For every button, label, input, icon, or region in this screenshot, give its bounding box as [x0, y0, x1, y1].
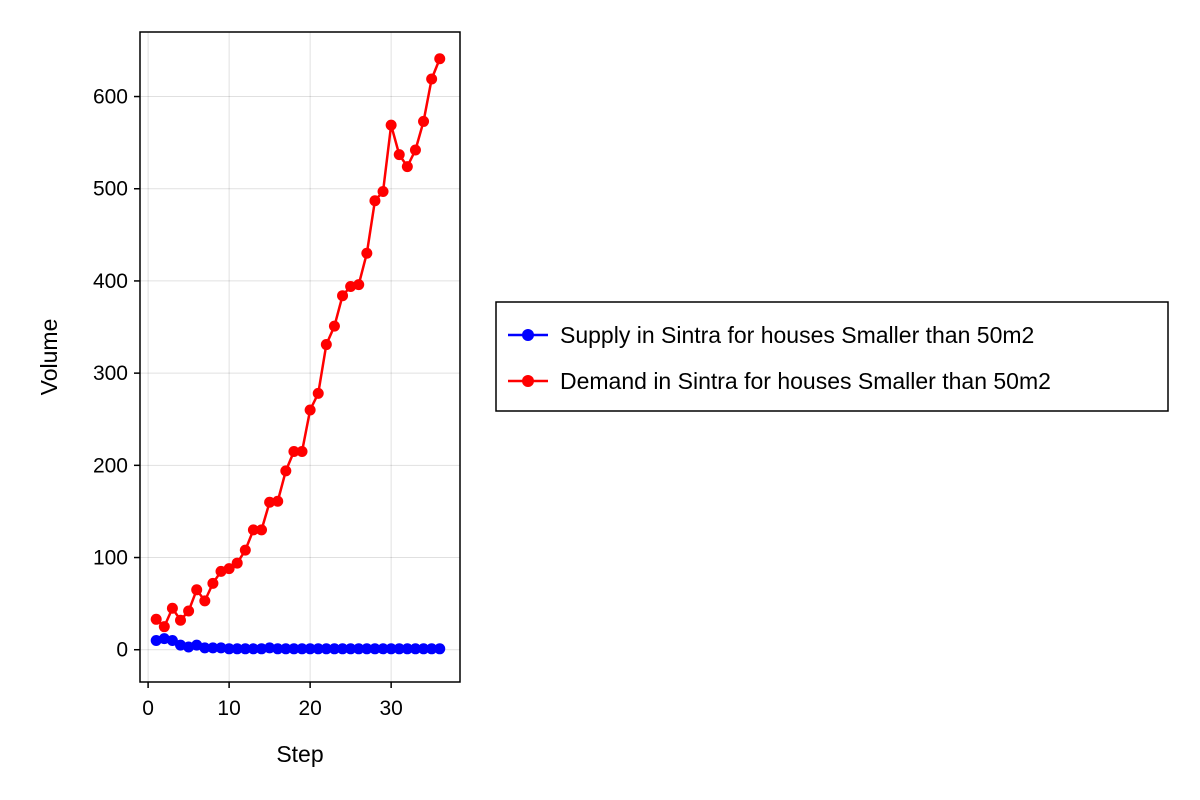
series-1-point [256, 524, 268, 536]
series-0-point [353, 643, 365, 655]
series-1-point [377, 186, 389, 198]
series-1-point [247, 524, 259, 536]
series-1-point [418, 115, 430, 127]
series-1-point [385, 119, 397, 131]
series-0-point [304, 643, 316, 655]
series-0-point [345, 643, 357, 655]
y-tick-label: 400 [93, 270, 128, 293]
series-1-point [369, 195, 381, 207]
series-1-point [150, 613, 162, 625]
series-0-point [369, 643, 381, 655]
series-1-point [175, 614, 187, 626]
x-axis-title: Step [276, 741, 323, 767]
series-1-point [337, 290, 349, 302]
series-0-point [320, 643, 332, 655]
series-1-point [353, 279, 365, 291]
series-0-point [361, 643, 373, 655]
series-line-1 [155, 58, 441, 628]
series-0-point [434, 643, 446, 655]
series-0-point [409, 643, 421, 655]
series-1-point [288, 446, 300, 458]
legend-label-supply: Supply in Sintra for houses Smaller than… [560, 322, 1034, 348]
series-0-point [296, 643, 308, 655]
series-0-point [256, 643, 268, 655]
y-tick-label: 100 [93, 547, 128, 570]
series-1-point [426, 73, 438, 85]
x-tick-label: 20 [298, 697, 321, 720]
x-tick-label: 10 [217, 697, 240, 720]
series-1-point [191, 584, 203, 596]
series-0-point [401, 643, 413, 655]
x-tick-label: 30 [379, 697, 402, 720]
legend: Supply in Sintra for houses Smaller than… [495, 301, 1169, 412]
series-1-point [199, 595, 211, 607]
series-1-point [409, 144, 421, 156]
series-1-point [239, 544, 251, 556]
series-0-point [223, 643, 235, 655]
legend-label-demand: Demand in Sintra for houses Smaller than… [560, 368, 1051, 394]
y-tick-label: 500 [93, 178, 128, 201]
series-0-point [207, 642, 219, 654]
series-0-point [166, 635, 178, 647]
series-1-point [223, 563, 235, 575]
series-0-point [337, 643, 349, 655]
series-1-point [434, 53, 446, 65]
grid [140, 32, 460, 682]
series-0-point [393, 643, 405, 655]
series-1-point [264, 496, 276, 508]
series-0-point [272, 643, 284, 655]
series-0-point [312, 643, 324, 655]
y-tick-label: 0 [116, 639, 128, 662]
series-0-point [215, 642, 227, 654]
series-1-point [158, 621, 170, 633]
series-0-point [280, 643, 292, 655]
plot-frame [139, 31, 461, 683]
y-tick-label: 300 [93, 362, 128, 385]
series-1-point [207, 577, 219, 589]
series-1-point [312, 387, 324, 399]
series-1-point [166, 602, 178, 614]
series-1-point [183, 605, 195, 617]
series-0-point [264, 642, 276, 654]
y-axis: 0 100 200 300 400 500 600 [93, 86, 140, 662]
series-0-point [247, 643, 259, 655]
series-1-point [280, 465, 292, 477]
series-0-point [385, 643, 397, 655]
series-0-point [199, 642, 211, 654]
series-0-point [426, 643, 438, 655]
series-1-point [296, 446, 308, 458]
x-axis: 0 10 20 30 [142, 682, 403, 720]
x-tick-label: 0 [142, 697, 154, 720]
series-0-point [288, 643, 300, 655]
legend-box [495, 301, 1169, 412]
series-1-point [304, 404, 316, 416]
series-0-point [239, 643, 251, 655]
series-0-point [328, 643, 340, 655]
legend-swatch-supply-marker [522, 329, 534, 341]
series-layer [150, 53, 446, 655]
series-1-point [401, 161, 413, 173]
series-1-point [272, 495, 284, 507]
y-tick-label: 200 [93, 454, 128, 477]
y-axis-title: Volume [36, 319, 62, 396]
series-1-point [328, 320, 340, 332]
series-1-point [361, 247, 373, 259]
series-0-point [231, 643, 243, 655]
series-1-point [320, 339, 332, 351]
legend-swatch-demand-marker [522, 375, 534, 387]
series-0-point [418, 643, 430, 655]
series-1-point [393, 149, 405, 161]
y-tick-label: 600 [93, 86, 128, 109]
series-1-point [231, 557, 243, 569]
series-0-point [377, 643, 389, 655]
